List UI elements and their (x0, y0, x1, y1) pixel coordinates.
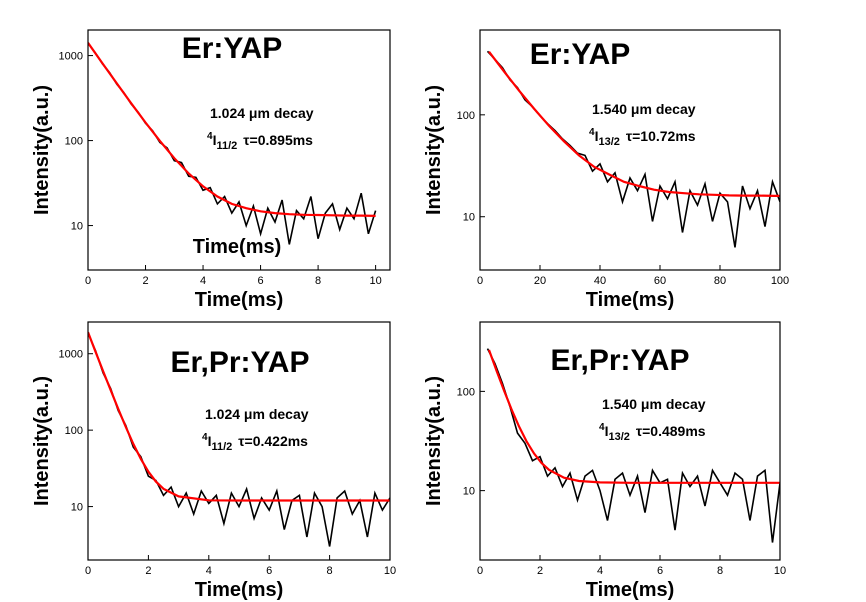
level-sup: 4 (599, 422, 605, 433)
x-tick-label: 0 (477, 565, 483, 577)
data-line (88, 331, 390, 502)
x-tick-label: 4 (206, 565, 212, 577)
x-tick-label: 80 (714, 275, 726, 287)
plot-frame (87, 321, 391, 561)
panel: 0 2 4 6 8 10 10 100 1000 Time(ms) Intensity(a.u.) E… (31, 29, 391, 311)
x-tick-label: 6 (258, 275, 264, 287)
y-tick-label: 100 (65, 136, 83, 148)
level-lifetime: τ=0.422ms (238, 433, 308, 449)
x-tick-label: 6 (657, 565, 663, 577)
y-tick-label: 100 (457, 386, 475, 398)
x-tick-label: 10 (369, 275, 381, 287)
level-base: I (595, 128, 599, 144)
level-lifetime: τ=0.895ms (243, 132, 313, 148)
panel-title: Er:YAP (182, 32, 283, 65)
y-axis-label: Intensity(a.u.) (31, 376, 53, 506)
data-line (488, 51, 780, 197)
x-tick-label: 0 (85, 565, 91, 577)
plot-frame (87, 29, 391, 271)
x-tick-label: 40 (594, 275, 606, 287)
data-line (88, 42, 376, 217)
y-axis-label: Intensity(a.u.) (423, 85, 445, 215)
level-sub: 13/2 (598, 136, 619, 148)
x-axis-label: Time(ms) (195, 289, 284, 311)
level-sup: 4 (207, 131, 213, 142)
x-tick-label: 4 (597, 565, 603, 577)
y-tick-label: 1000 (59, 51, 83, 63)
annotation-level: 4I13/2 τ=10.72ms (589, 127, 696, 148)
y-tick-label: 10 (71, 502, 83, 514)
y-tick-label: 10 (463, 212, 475, 224)
x-tick-label: 0 (477, 275, 483, 287)
y-tick-label: 100 (65, 425, 83, 437)
data-line (486, 348, 780, 543)
panel-title: Er,Pr:YAP (171, 346, 310, 379)
y-axis-label: Intensity(a.u.) (31, 85, 53, 215)
x-tick-label: 2 (537, 565, 543, 577)
annotation-decay: 1.024 μm decay (205, 406, 309, 422)
x-axis-label: Time(ms) (195, 579, 284, 601)
x-tick-label: 8 (327, 565, 333, 577)
plot-frame (479, 321, 781, 561)
x-axis-label: Time(ms) (586, 579, 675, 601)
plot-frame (479, 29, 781, 271)
x-tick-label: 10 (774, 565, 786, 577)
panel: 0 20 40 60 80 100 10 100 Time(ms) Intensity(a.u.)… (423, 29, 789, 311)
level-lifetime: τ=10.72ms (626, 128, 696, 144)
x-tick-label: 100 (771, 275, 789, 287)
x-tick-label: 60 (654, 275, 666, 287)
annotation-level: 4I11/2 τ=0.422ms (202, 432, 308, 453)
inner-note: Time(ms) (193, 236, 282, 258)
y-tick-label: 10 (463, 486, 475, 498)
annotation-decay: 1.540 μm decay (592, 101, 696, 117)
level-sup: 4 (202, 432, 208, 443)
x-tick-label: 2 (142, 275, 148, 287)
data-line (487, 349, 780, 484)
level-base: I (208, 433, 212, 449)
panel: 0 2 4 6 8 10 10 100 Time(ms) Intensity(a.u.) Er,Pr… (423, 321, 786, 601)
x-tick-label: 20 (534, 275, 546, 287)
level-sub: 11/2 (211, 441, 232, 453)
panel-title: Er:YAP (530, 38, 631, 71)
level-sub: 11/2 (216, 140, 237, 152)
y-tick-label: 100 (457, 110, 475, 122)
x-tick-label: 6 (266, 565, 272, 577)
x-tick-label: 8 (717, 565, 723, 577)
x-tick-label: 0 (85, 275, 91, 287)
level-base: I (213, 132, 217, 148)
level-sub: 13/2 (608, 431, 629, 443)
panel-title: Er,Pr:YAP (551, 344, 690, 377)
x-tick-label: 2 (145, 565, 151, 577)
annotation-decay: 1.024 μm decay (210, 105, 314, 121)
x-tick-label: 8 (315, 275, 321, 287)
annotation-level: 4I11/2 τ=0.895ms (207, 131, 313, 152)
y-axis-label: Intensity(a.u.) (423, 376, 445, 506)
y-tick-label: 1000 (59, 349, 83, 361)
data-line (486, 50, 780, 248)
annotation-decay: 1.540 μm decay (602, 396, 706, 412)
level-sup: 4 (589, 127, 595, 138)
level-base: I (605, 423, 609, 439)
x-tick-label: 4 (200, 275, 206, 287)
level-lifetime: τ=0.489ms (636, 423, 706, 439)
annotation-level: 4I13/2 τ=0.489ms (599, 422, 706, 443)
y-tick-label: 10 (71, 221, 83, 233)
x-axis-label: Time(ms) (586, 289, 675, 311)
x-tick-label: 10 (384, 565, 396, 577)
panel: 0 2 4 6 8 10 10 100 1000 Time(ms) Intensity(a.u.) E… (31, 321, 396, 601)
